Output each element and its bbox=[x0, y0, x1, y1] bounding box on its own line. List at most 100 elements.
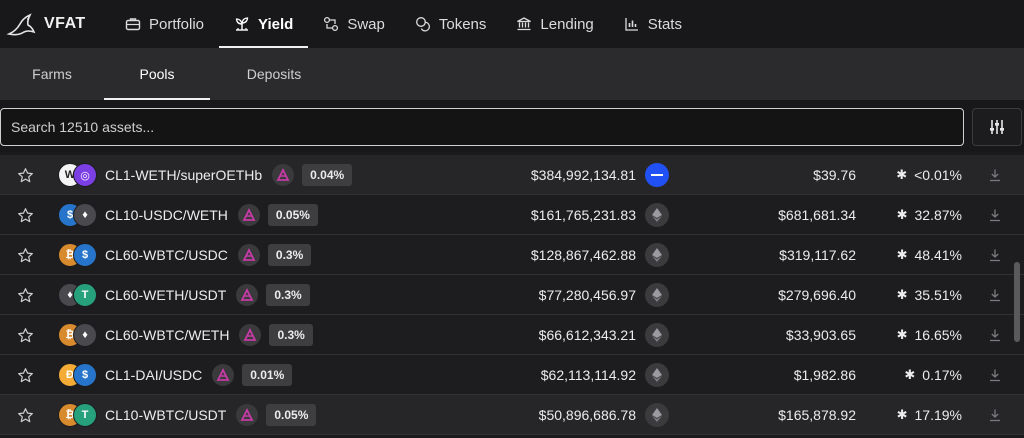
pool-rewards: $39.76 bbox=[813, 167, 856, 183]
nav-lending[interactable]: Lending bbox=[501, 0, 608, 48]
pool-rewards: $165,878.92 bbox=[778, 407, 856, 423]
table-row[interactable]: ₿ ♦ CL60-WBTC/WETH 0.3% $66,612,343.21 $33,90… bbox=[0, 315, 1024, 355]
favorite-star-button[interactable] bbox=[14, 235, 36, 275]
table-row[interactable]: ₿ T CL10-WBTC/USDT 0.05% $50,896,686.78 $165,… bbox=[0, 395, 1024, 435]
pool-pair[interactable]: W ◎ CL1-WETH/superOETHb 0.04% bbox=[58, 155, 353, 195]
star-outline-icon bbox=[17, 407, 33, 422]
pool-tvl: $62,113,114.92 bbox=[540, 367, 636, 383]
favorite-star-button[interactable] bbox=[14, 155, 36, 195]
ethereum-chain-icon bbox=[645, 283, 669, 307]
chain-badge bbox=[644, 315, 670, 355]
favorite-star-button[interactable] bbox=[14, 315, 36, 355]
pool-tvl: $77,280,456.97 bbox=[538, 287, 636, 303]
brand-logo[interactable]: VFAT bbox=[6, 10, 110, 38]
favorite-star-button[interactable] bbox=[14, 395, 36, 435]
sprout-icon bbox=[234, 16, 250, 32]
pool-pair[interactable]: ₿ T CL10-WBTC/USDT 0.05% bbox=[58, 395, 317, 435]
token-icon: ♦ bbox=[73, 203, 97, 227]
pool-name: CL1-DAI/USDC bbox=[105, 367, 203, 383]
pool-apr: ✱ 48.41% bbox=[870, 235, 962, 275]
fee-badge: 0.05% bbox=[266, 404, 317, 426]
fee-badge: 0.3% bbox=[267, 244, 312, 266]
nav-swap[interactable]: Swap bbox=[308, 0, 400, 48]
download-button[interactable] bbox=[984, 195, 1006, 235]
nav-yield[interactable]: Yield bbox=[219, 0, 309, 48]
chain-badge bbox=[644, 195, 670, 235]
chain-badge bbox=[644, 395, 670, 435]
fee-badge: 0.04% bbox=[302, 164, 353, 186]
pool-tvl: $384,992,134.81 bbox=[530, 167, 636, 183]
pool-tvl: $50,896,686.78 bbox=[538, 407, 636, 423]
sparkle-icon: ✱ bbox=[896, 207, 908, 222]
tab-pools[interactable]: Pools bbox=[104, 48, 210, 100]
table-row[interactable]: W ◎ CL1-WETH/superOETHb 0.04% $384,992,134.8… bbox=[0, 155, 1024, 195]
nav-tokens-label: Tokens bbox=[438, 15, 487, 33]
pool-tvl: $66,612,343.21 bbox=[538, 327, 636, 343]
pool-pair[interactable]: ₿ $ CL60-WBTC/USDC 0.3% bbox=[58, 235, 312, 275]
sparkle-icon: ✱ bbox=[896, 247, 908, 262]
filter-button[interactable] bbox=[972, 108, 1022, 146]
pool-name: CL60-WETH/USDT bbox=[105, 287, 227, 303]
chain-badge bbox=[644, 275, 670, 315]
nav-portfolio[interactable]: Portfolio bbox=[110, 0, 219, 48]
pool-name: CL60-WBTC/WETH bbox=[105, 327, 230, 343]
nav-tokens[interactable]: Tokens bbox=[400, 0, 502, 48]
pool-pair[interactable]: ₿ ♦ CL60-WBTC/WETH 0.3% bbox=[58, 315, 313, 355]
star-outline-icon bbox=[17, 167, 33, 182]
pools-table: W ◎ CL1-WETH/superOETHb 0.04% $384,992,134.8… bbox=[0, 155, 1024, 435]
download-button[interactable] bbox=[984, 235, 1006, 275]
tab-deposits[interactable]: Deposits bbox=[246, 66, 302, 82]
apr-value: <0.01% bbox=[914, 167, 962, 183]
token-icon: T bbox=[73, 403, 97, 427]
ethereum-chain-icon bbox=[645, 403, 669, 427]
protocol-icon bbox=[239, 324, 262, 346]
bird-logo-icon bbox=[6, 13, 36, 36]
download-button[interactable] bbox=[984, 275, 1006, 315]
pool-pair[interactable]: $ ♦ CL10-USDC/WETH 0.05% bbox=[58, 195, 318, 235]
favorite-star-button[interactable] bbox=[14, 195, 36, 235]
sparkle-icon: ✱ bbox=[896, 407, 908, 422]
coins-icon bbox=[415, 16, 431, 32]
table-row[interactable]: $ ♦ CL10-USDC/WETH 0.05% $161,765,231.83 $681… bbox=[0, 195, 1024, 235]
protocol-icon bbox=[237, 204, 260, 226]
ethereum-chain-icon bbox=[645, 363, 669, 387]
pool-tvl: $128,867,462.88 bbox=[530, 247, 636, 263]
download-icon bbox=[990, 169, 1000, 182]
download-icon bbox=[990, 209, 1000, 222]
star-outline-icon bbox=[17, 327, 33, 342]
download-button[interactable] bbox=[984, 355, 1006, 395]
star-outline-icon bbox=[17, 247, 33, 262]
apr-value: 16.65% bbox=[914, 327, 962, 343]
sparkle-icon: ✱ bbox=[904, 367, 916, 382]
pool-pair[interactable]: ♦ T CL60-WETH/USDT 0.3% bbox=[58, 275, 310, 315]
download-icon bbox=[990, 329, 1000, 342]
nav-stats-label: Stats bbox=[647, 15, 682, 33]
pool-apr: ✱ 35.51% bbox=[870, 275, 962, 315]
favorite-star-button[interactable] bbox=[14, 355, 36, 395]
favorite-star-button[interactable] bbox=[14, 275, 36, 315]
brand-name: VFAT bbox=[44, 15, 86, 32]
download-button[interactable] bbox=[984, 395, 1006, 435]
download-button[interactable] bbox=[984, 315, 1006, 355]
table-row[interactable]: ♦ T CL60-WETH/USDT 0.3% $77,280,456.97 $279,6… bbox=[0, 275, 1024, 315]
protocol-icon bbox=[236, 284, 259, 306]
pool-rewards: $319,117.62 bbox=[779, 247, 856, 263]
nav-stats[interactable]: Stats bbox=[609, 0, 697, 48]
pool-rewards: $33,903.65 bbox=[785, 327, 856, 343]
pool-tvl: $161,765,231.83 bbox=[530, 207, 636, 223]
download-button[interactable] bbox=[984, 155, 1006, 195]
pool-pair[interactable]: Đ $ CL1-DAI/USDC 0.01% bbox=[58, 355, 293, 395]
protocol-icon bbox=[237, 244, 260, 266]
chain-badge bbox=[644, 235, 670, 275]
star-outline-icon bbox=[17, 287, 33, 302]
scrollbar-thumb[interactable] bbox=[1014, 262, 1020, 342]
tab-farms[interactable]: Farms bbox=[32, 66, 72, 82]
search-input[interactable] bbox=[0, 108, 964, 146]
fee-badge: 0.3% bbox=[269, 324, 313, 346]
download-icon bbox=[990, 369, 1000, 382]
token-icon: $ bbox=[73, 363, 97, 387]
pool-name: CL10-USDC/WETH bbox=[105, 207, 228, 223]
table-row[interactable]: Đ $ CL1-DAI/USDC 0.01% $62,113,114.92 $1,982.… bbox=[0, 355, 1024, 395]
table-row[interactable]: ₿ $ CL60-WBTC/USDC 0.3% $128,867,462.88 $319,… bbox=[0, 235, 1024, 275]
ethereum-chain-icon bbox=[645, 243, 669, 267]
